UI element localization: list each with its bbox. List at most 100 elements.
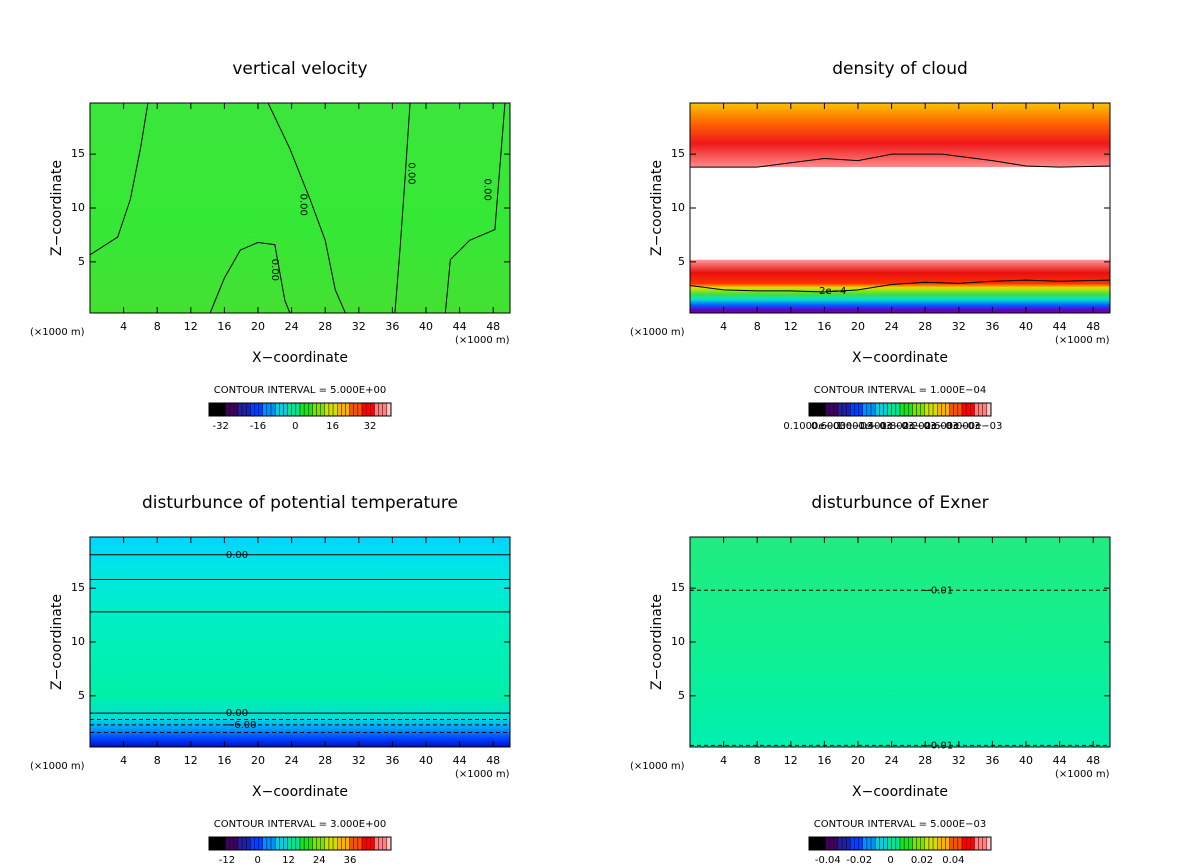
- colorbar-cell: [974, 402, 979, 417]
- colorbar-cell: [349, 402, 354, 417]
- colorbar-cell: [382, 836, 388, 851]
- y-tick-label: 5: [678, 689, 685, 702]
- colorbar-cell: [986, 836, 992, 851]
- x-tick-label: 16: [217, 320, 231, 333]
- x-tick-label: 20: [251, 754, 265, 767]
- x-tick-label: 48: [1086, 320, 1100, 333]
- colorbar-cell: [916, 402, 921, 417]
- colorbar-cell: [295, 836, 301, 851]
- colorbar-cell: [250, 836, 255, 851]
- x-tick-label: 48: [486, 320, 500, 333]
- colorbar-cell: [924, 402, 930, 417]
- colorbar-cell: [825, 402, 830, 417]
- colorbar-cell: [225, 836, 230, 851]
- x-tick-label: 44: [453, 754, 467, 767]
- colorbar-cell: [303, 836, 309, 851]
- colorbar-tick-label: 1.000e−03: [836, 421, 892, 432]
- colorbar-cell: [386, 836, 392, 851]
- colorbar-cell: [891, 402, 897, 417]
- colorbar-cell: [312, 402, 317, 417]
- panel: disturbunce of potential temperature 0.00…: [30, 493, 511, 866]
- colorbar-cell: [258, 402, 263, 417]
- y-tick-label: 5: [78, 689, 85, 702]
- x-tick-label: 16: [217, 754, 231, 767]
- colorbar-tick-label: -0.02: [846, 855, 872, 866]
- colorbar-cell: [328, 402, 334, 417]
- contour-line: [690, 279, 1110, 293]
- x-tick-label: 32: [352, 320, 366, 333]
- x-tick-label: 48: [486, 754, 500, 767]
- colorbar-cell: [283, 836, 288, 851]
- colorbar-cell: [270, 402, 276, 417]
- colorbar-tick-label: 2.600e−03: [924, 421, 980, 432]
- colorbar-cell: [833, 402, 839, 417]
- colorbar-cell: [829, 836, 835, 851]
- colorbar-cell: [874, 836, 880, 851]
- x-tick-label: 8: [154, 320, 161, 333]
- colorbar-cell: [841, 836, 847, 851]
- colorbar-cell: [953, 836, 959, 851]
- colorbar-tick-label: 36: [344, 855, 357, 866]
- colorbar-tick-label: 16: [326, 421, 339, 432]
- colorbar-cell: [308, 836, 313, 851]
- x-tick-label: 20: [851, 320, 865, 333]
- x-tick-label: 44: [453, 320, 467, 333]
- colorbar-tick-label: -16: [250, 421, 266, 432]
- x-tick-label: 28: [318, 320, 332, 333]
- contour-label: −6.00: [226, 720, 257, 731]
- colorbar-cell: [279, 836, 284, 851]
- colorbar-cell: [233, 836, 239, 851]
- colorbar-cell: [345, 836, 350, 851]
- colorbar-cell: [949, 402, 954, 417]
- colorbar-cell: [337, 402, 342, 417]
- colorbar-cell: [270, 836, 276, 851]
- contours: [690, 153, 1110, 293]
- colorbar-cell: [891, 836, 897, 851]
- colorbar-cell: [345, 402, 350, 417]
- contour-interval: CONTOUR INTERVAL = 5.000E−03: [814, 819, 986, 830]
- colorbar-tick-label: 24: [313, 855, 326, 866]
- x-tick-label: 32: [352, 754, 366, 767]
- colorbar-cell: [854, 402, 859, 417]
- colorbar-cell: [332, 402, 338, 417]
- x-tick-label: 28: [318, 754, 332, 767]
- y-tick-label: 15: [671, 581, 685, 594]
- colorbar-cell: [986, 402, 992, 417]
- panel-title: density of cloud: [832, 59, 968, 79]
- colorbar-frame: [808, 836, 992, 851]
- x-tick-label: 36: [985, 320, 999, 333]
- colorbar-cell: [246, 402, 251, 417]
- colorbar-cell: [266, 402, 272, 417]
- x-unit-label: (×1000 m): [630, 327, 685, 338]
- colorbar-cell: [883, 402, 888, 417]
- colorbar-cell: [903, 402, 909, 417]
- contour-interval: CONTOUR INTERVAL = 3.000E+00: [214, 819, 386, 830]
- colorbar-cell: [370, 402, 375, 417]
- colorbar-cell: [870, 836, 876, 851]
- colorbar-cell: [866, 402, 872, 417]
- contour-line: [444, 103, 506, 313]
- colorbar-cell: [821, 402, 826, 417]
- colorbar-cell: [854, 836, 859, 851]
- colorbar-cell: [229, 836, 235, 851]
- colorbar-cell: [846, 402, 851, 417]
- x-tick-label: 36: [385, 320, 399, 333]
- colorbar-cell: [365, 836, 371, 851]
- colorbar-cell: [899, 836, 905, 851]
- colorbar-cell: [365, 402, 371, 417]
- colorbar-cell: [274, 836, 280, 851]
- x-tick-label: 40: [419, 754, 433, 767]
- colorbar-cell: [846, 836, 851, 851]
- contour-label: −0.01: [922, 585, 953, 596]
- x-tick-label: 44: [1053, 754, 1067, 767]
- colorbar-cell: [217, 836, 222, 851]
- colorbar-cell: [208, 402, 214, 417]
- x-tick-label: 8: [154, 754, 161, 767]
- colorbar-cell: [924, 836, 930, 851]
- colorbar-cell: [908, 836, 913, 851]
- colorbar-cell: [970, 402, 975, 417]
- x-unit-label: (×1000 m): [30, 327, 85, 338]
- colorbar-cell: [837, 836, 843, 851]
- x-axis-label: X−coordinate: [852, 350, 948, 366]
- x-tick-label: 16: [817, 320, 831, 333]
